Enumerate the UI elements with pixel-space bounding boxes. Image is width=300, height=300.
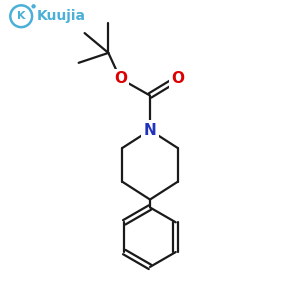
Text: O: O	[171, 71, 184, 86]
Text: K: K	[17, 11, 26, 21]
Text: O: O	[114, 71, 127, 86]
Text: N: N	[144, 123, 156, 138]
Circle shape	[32, 5, 35, 8]
Text: Kuujia: Kuujia	[37, 9, 86, 23]
